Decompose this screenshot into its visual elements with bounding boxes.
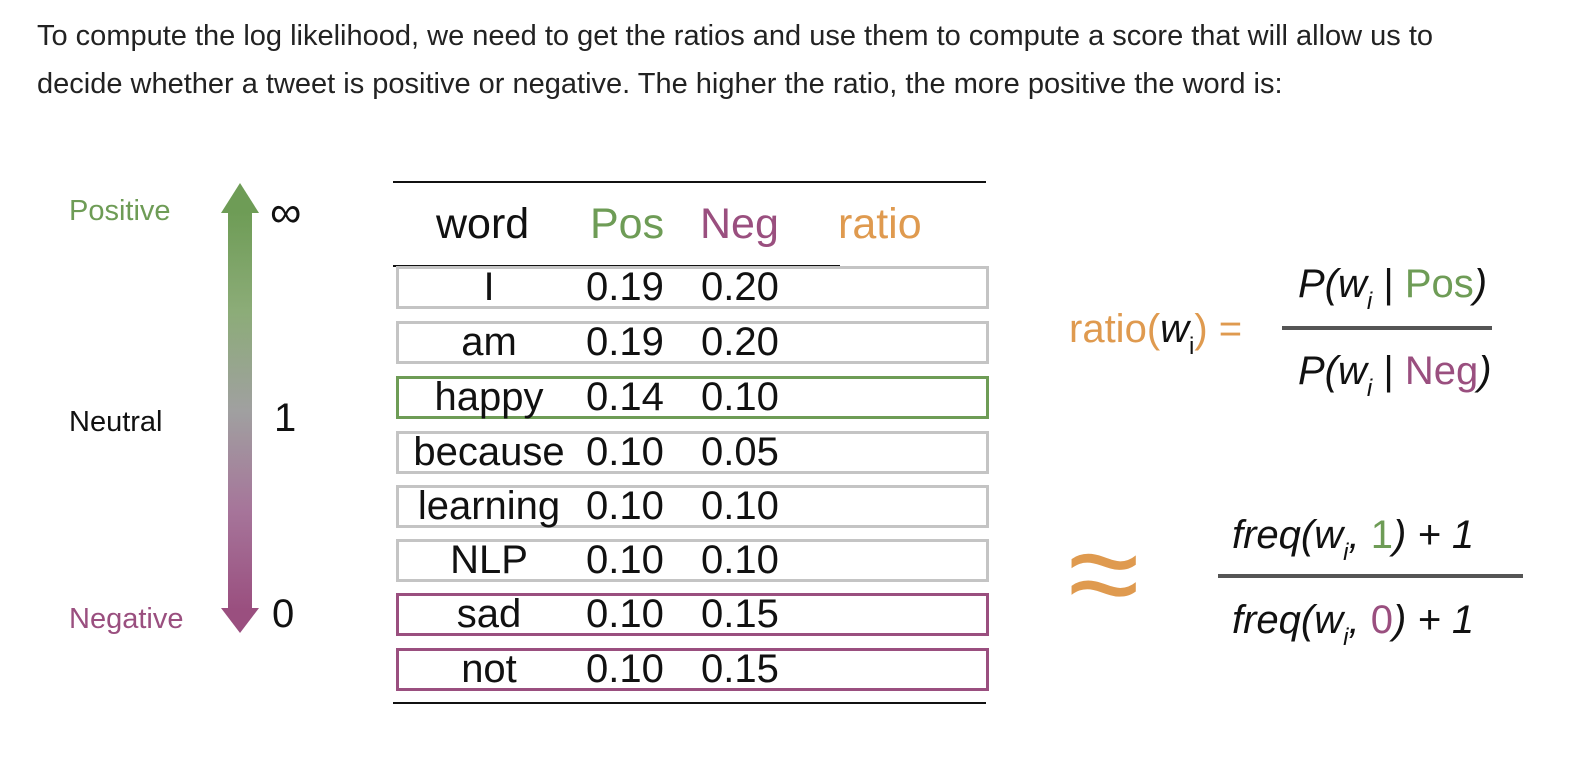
sentiment-gradient-bar [228,212,252,610]
neutral-label: Neutral [69,406,163,438]
positive-label: Positive [69,195,171,227]
cell-word: happy [434,375,544,419]
cell-pos: 0.14 [586,375,664,419]
cell-pos: 0.19 [586,265,664,309]
ratio-numerator: P(wi | Pos) [1298,262,1488,315]
cell-pos: 0.10 [586,430,664,474]
table-row-negative: sad 0.10 0.15 [396,592,989,636]
table-top-rule [393,181,986,183]
freq-fraction-bar [1218,574,1523,578]
cell-word: learning [417,484,561,528]
ratio-fraction-bar [1282,326,1492,330]
header-word: word [436,200,530,248]
cell-neg: 0.15 [701,592,779,636]
cell-pos: 0.10 [586,647,664,691]
intro-line-1: To compute the log likelihood, we need t… [37,20,1434,52]
table-row-positive: happy 0.14 0.10 [396,375,989,419]
arrow-up-icon [221,183,259,213]
cell-neg: 0.10 [701,538,779,582]
cell-word: not [461,647,517,691]
negative-label: Negative [69,603,184,635]
cell-word: am [461,320,517,364]
header-ratio: ratio [838,200,922,248]
cell-word: because [413,430,565,474]
header-neg: Neg [700,200,779,248]
cell-neg: 0.20 [701,320,779,364]
cell-neg: 0.05 [701,430,779,474]
cell-pos: 0.10 [586,592,664,636]
cell-word: I [483,265,495,309]
freq-denominator: freq(wi, 0) + 1 [1232,598,1475,651]
ratio-denominator: P(wi | Neg) [1298,349,1492,402]
table-row: am 0.19 0.20 [396,320,989,364]
cell-neg: 0.15 [701,647,779,691]
table-row: NLP 0.10 0.10 [396,538,989,582]
header-pos: Pos [590,200,665,248]
ratio-lhs: ratio(wi) = [1069,307,1243,360]
cell-neg: 0.10 [701,375,779,419]
cell-pos: 0.10 [586,538,664,582]
table-row: I 0.19 0.20 [396,265,989,309]
cell-pos: 0.19 [586,320,664,364]
cell-word: sad [456,592,522,636]
infinity-value: ∞ [270,188,302,237]
zero-value: 0 [272,592,295,636]
table-row: because 0.10 0.05 [396,430,989,474]
intro-line-2: decide whether a tweet is positive or ne… [37,68,1283,100]
intro-text: To compute the log likelihood, we need t… [37,12,1557,108]
cell-neg: 0.20 [701,265,779,309]
cell-pos: 0.10 [586,484,664,528]
table-row-negative: not 0.10 0.15 [396,647,989,691]
approx-icon: ≈ [1068,500,1140,646]
table-bottom-rule [393,702,986,704]
freq-numerator: freq(wi, 1) + 1 [1232,513,1475,566]
cell-word: NLP [450,538,528,582]
cell-neg: 0.10 [701,484,779,528]
table-row: learning 0.10 0.10 [396,484,989,528]
arrow-down-icon [221,608,259,633]
one-value: 1 [274,396,297,440]
